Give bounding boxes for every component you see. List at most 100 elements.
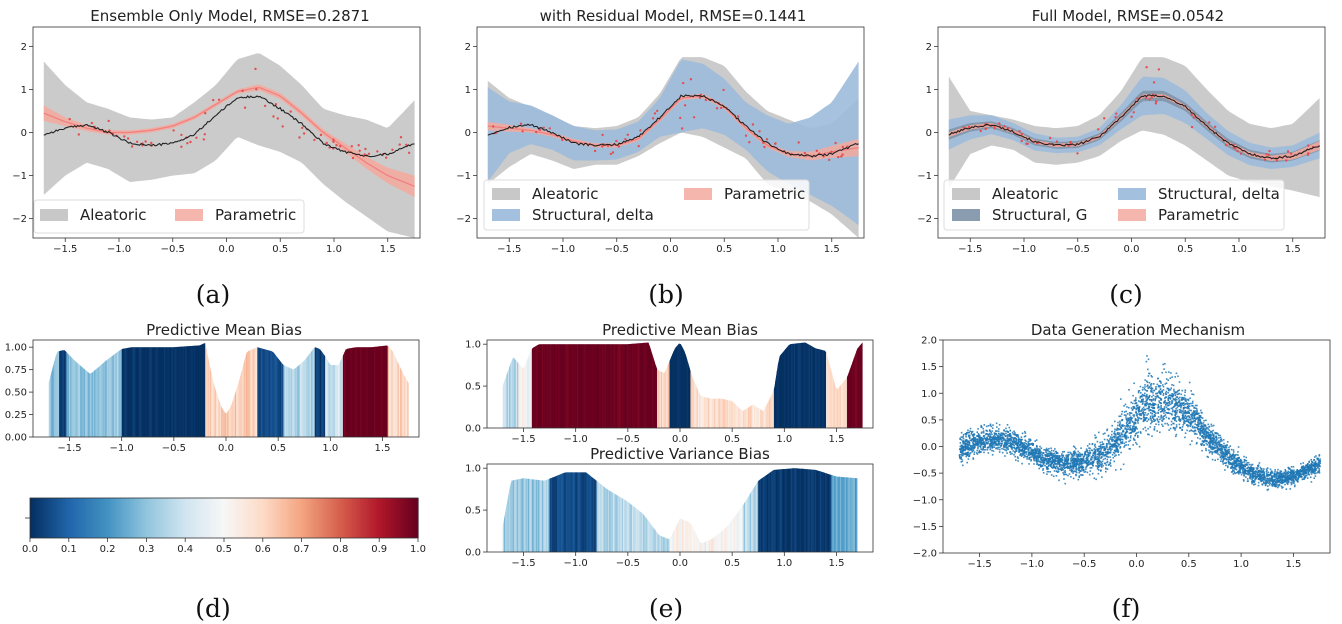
panel-e-top-stripe xyxy=(652,342,654,428)
scatter-point xyxy=(1198,414,1201,417)
observation-point xyxy=(130,145,134,148)
panel-e-top-stripe xyxy=(543,342,545,428)
scatter-point xyxy=(1016,456,1019,458)
scatter-point xyxy=(1081,474,1083,476)
scatter-point xyxy=(1031,454,1033,456)
scatter-point xyxy=(1119,428,1122,431)
scatter-point xyxy=(1072,445,1075,448)
scatter-point xyxy=(1091,460,1094,463)
panel-e-bottom-stripe xyxy=(831,468,834,552)
panel-d-stripe xyxy=(295,343,298,437)
colorbar-ticks: 0.0 0.1 0.2 0.3 0.4 0.5 0.6 0.7 0.8 0.9 1.0 xyxy=(22,538,426,555)
scatter-point xyxy=(1267,480,1270,482)
panel-e-bottom-stripe xyxy=(798,468,801,552)
scatter-point xyxy=(1148,386,1151,389)
scatter-point xyxy=(1126,406,1128,408)
scatter-point xyxy=(1045,462,1048,464)
panel-d-stripe xyxy=(182,343,185,437)
panel-e-top-stripe xyxy=(796,342,799,428)
scatter-point xyxy=(964,445,967,448)
scatter-point xyxy=(1152,409,1154,412)
scatter-point xyxy=(1276,486,1279,489)
panel-e-top-stripe xyxy=(540,342,543,428)
scatter-point xyxy=(1088,460,1091,462)
panel-e-bottom-stripe xyxy=(505,468,508,552)
panel-e-top-y-tick-label: 0.5 xyxy=(465,382,481,393)
panel-d-stripe xyxy=(201,343,204,437)
scatter-point xyxy=(1147,387,1149,389)
panel-d-stripe xyxy=(140,343,143,437)
scatter-point xyxy=(1156,419,1159,421)
scatter-point xyxy=(1165,392,1167,394)
observation-point xyxy=(1192,116,1195,119)
scatter-point xyxy=(1186,429,1188,432)
panel-e-top-stripe xyxy=(613,342,616,428)
panel-d-stripe xyxy=(161,343,164,437)
panel-d-stripe xyxy=(151,343,154,437)
scatter-point xyxy=(1070,470,1073,473)
scatter-point xyxy=(1163,415,1166,417)
scatter-point xyxy=(1177,389,1179,392)
observation-point xyxy=(180,133,183,137)
colorbar-cell xyxy=(88,498,91,538)
panel-d-stripe xyxy=(195,343,198,437)
scatter-point xyxy=(1198,416,1200,419)
panel-e-top-stripe xyxy=(786,342,789,428)
scatter-point xyxy=(1204,424,1207,426)
observation-point xyxy=(1049,136,1052,140)
panel-e-bottom-stripe xyxy=(619,468,622,552)
scatter-point xyxy=(996,426,998,428)
panel-e-bottom-stripe xyxy=(548,468,551,552)
scatter-point xyxy=(1290,475,1293,477)
observation-point xyxy=(841,153,844,156)
colorbar-cell xyxy=(177,498,180,538)
scatter-point xyxy=(1088,452,1091,455)
scatter-point xyxy=(1258,469,1261,472)
scatter-point xyxy=(1057,463,1060,465)
scatter-point xyxy=(1278,479,1281,482)
scatter-point xyxy=(1101,451,1103,454)
observation-point xyxy=(1306,153,1310,156)
colorbar-cell xyxy=(260,498,264,538)
scatter-point xyxy=(1025,455,1027,458)
scatter-point xyxy=(1157,406,1160,408)
scatter-point xyxy=(1021,444,1024,447)
scatter-point xyxy=(1269,472,1272,474)
scatter-point xyxy=(1078,455,1081,458)
panel-e-bottom-stripe xyxy=(554,468,557,552)
panel-e-top-stripe xyxy=(558,342,560,428)
scatter-point xyxy=(1076,456,1079,459)
scatter-point xyxy=(1105,468,1107,470)
scatter-point xyxy=(1167,424,1170,426)
panel-e-top-stripe xyxy=(803,342,806,428)
panel-d-stripe xyxy=(241,343,243,437)
scatter-point xyxy=(1200,429,1202,432)
scatter-point xyxy=(1114,420,1116,423)
panel-e-top-stripe xyxy=(635,342,638,428)
scatter-point xyxy=(1120,438,1123,440)
panel-d-stripe xyxy=(249,343,252,437)
scatter-point xyxy=(1189,418,1192,420)
panel-e-bottom-stripe xyxy=(797,468,800,552)
parametric-band xyxy=(43,84,415,198)
colorbar-cell xyxy=(142,498,146,538)
panel-e-bottom-stripe xyxy=(581,468,584,552)
panel-e-top-stripe xyxy=(853,342,856,428)
observation-point xyxy=(748,141,751,144)
scatter-point xyxy=(1125,437,1128,439)
scatter-point xyxy=(1178,409,1181,411)
colorbar-cell xyxy=(392,498,396,538)
panel-d-stripe xyxy=(342,343,345,437)
panel-d-stripe xyxy=(115,343,118,437)
scatter-point xyxy=(1053,470,1056,472)
scatter-point xyxy=(1170,407,1173,410)
scatter-point xyxy=(1298,473,1300,475)
scatter-point xyxy=(1125,414,1127,416)
panel-d-stripe xyxy=(170,343,173,437)
scatter-point xyxy=(1225,461,1228,464)
panel-e-bottom-stripe xyxy=(630,468,633,552)
scatter-point xyxy=(1159,388,1162,390)
scatter-point xyxy=(1041,461,1043,464)
scatter-point xyxy=(1157,416,1160,418)
scatter-point xyxy=(1000,438,1002,441)
